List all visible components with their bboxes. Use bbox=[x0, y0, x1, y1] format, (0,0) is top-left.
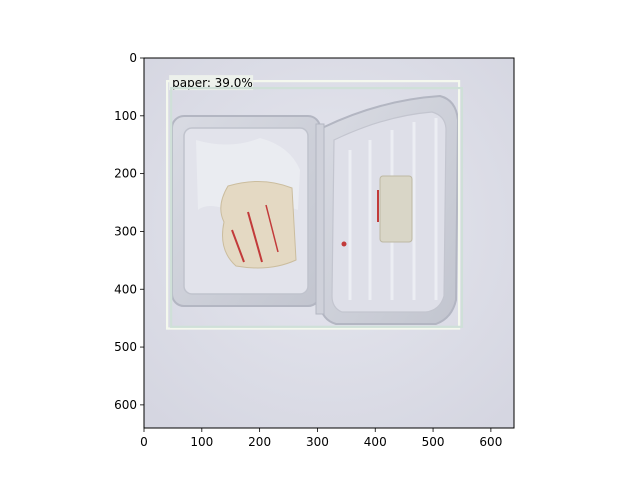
container-left-half bbox=[171, 115, 321, 307]
x-tick-label: 500 bbox=[422, 435, 445, 449]
x-axis: 0 100 200 300 400 500 600 bbox=[140, 428, 502, 449]
container-hinge bbox=[315, 123, 325, 315]
y-tick-label: 300 bbox=[114, 224, 137, 238]
x-tick-label: 400 bbox=[364, 435, 387, 449]
detection-layer: paper: 39.0% bbox=[166, 75, 464, 330]
container-right-half bbox=[318, 94, 460, 325]
detection-box-plastic bbox=[170, 86, 464, 328]
y-tick-label: 200 bbox=[114, 167, 137, 181]
y-tick-label: 600 bbox=[114, 398, 137, 412]
detection-box-paper bbox=[166, 80, 461, 330]
axes-frame bbox=[143, 57, 515, 429]
photo bbox=[144, 58, 514, 428]
y-axis: 0 100 200 300 400 500 600 bbox=[114, 51, 144, 412]
y-tick-label: 0 bbox=[129, 51, 137, 65]
x-tick-label: 0 bbox=[140, 435, 148, 449]
x-tick-label: 300 bbox=[306, 435, 329, 449]
paper-label-left bbox=[220, 180, 297, 269]
detection-label-bg bbox=[169, 75, 254, 91]
y-tick-label: 500 bbox=[114, 340, 137, 354]
x-tick-label: 100 bbox=[190, 435, 213, 449]
x-tick-label: 600 bbox=[479, 435, 502, 449]
y-tick-label: 400 bbox=[114, 282, 137, 296]
detection-label: paper: 39.0% bbox=[172, 76, 253, 90]
x-tick-label: 200 bbox=[248, 435, 271, 449]
y-tick-label: 100 bbox=[114, 109, 137, 123]
paper-label-right bbox=[379, 175, 413, 243]
